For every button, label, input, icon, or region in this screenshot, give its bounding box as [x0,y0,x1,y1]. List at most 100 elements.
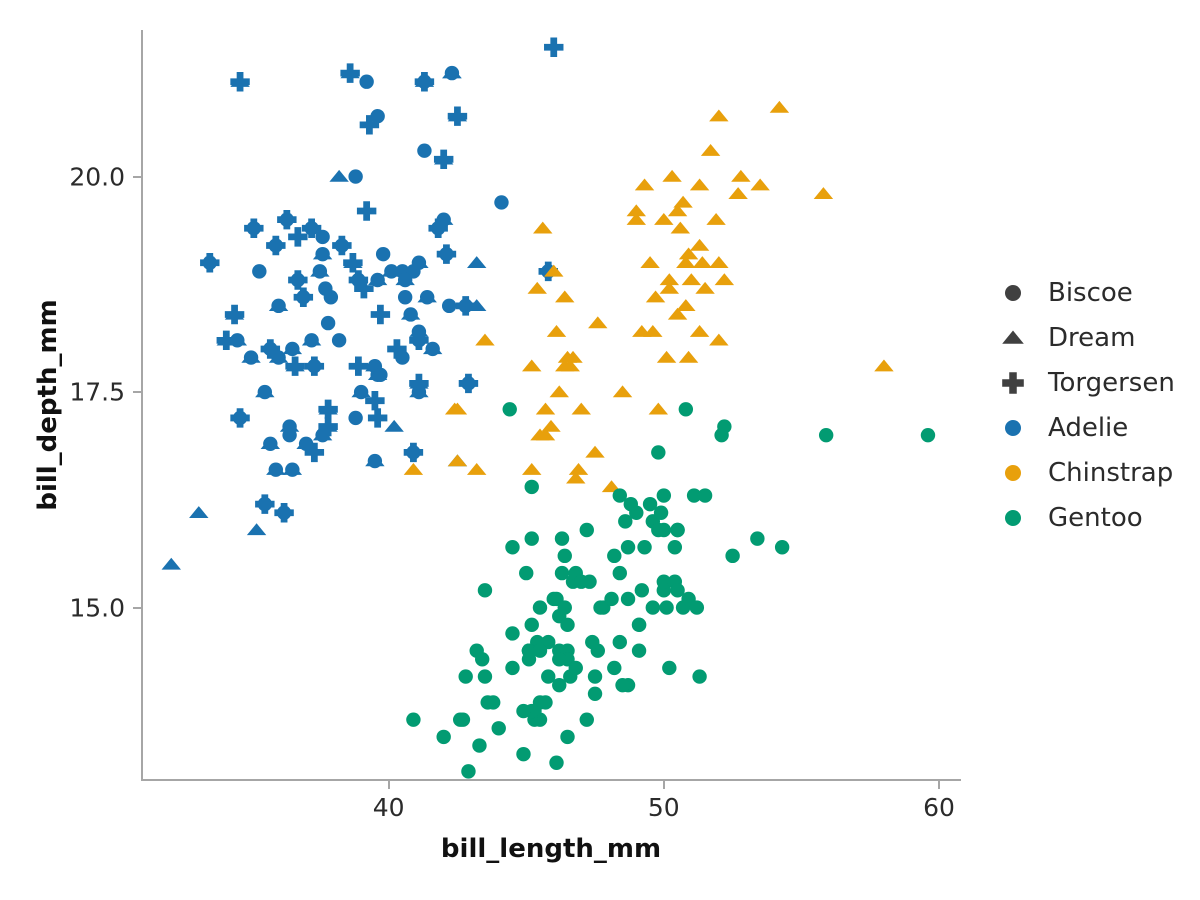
data-point [555,290,575,303]
data-point [813,187,834,199]
data-point [686,488,702,503]
data-point [643,325,663,337]
data-point [268,350,289,363]
y-axis-spine [141,30,143,781]
data-point [607,548,622,564]
data-point [409,256,429,268]
data-point [612,634,627,650]
legend-label: Torgersen [1048,367,1175,398]
data-point [367,273,388,286]
x-tick-label: 60 [923,793,955,822]
data-point [709,256,729,268]
data-point [505,540,520,555]
data-point [189,506,209,518]
data-point [709,333,729,346]
data-point [241,350,261,363]
data-point [700,143,721,156]
data-point [397,290,413,305]
data-point [667,204,688,217]
data-point [252,264,267,279]
data-point [257,496,273,512]
data-point [566,471,586,484]
data-point [417,143,432,158]
data-point [676,256,696,268]
data-point [502,402,517,417]
data-point [706,212,726,225]
data-point [651,522,666,538]
data-point [387,339,407,359]
data-point [920,427,936,443]
legend-label: Adelie [1048,412,1129,443]
data-point [623,496,638,512]
legend-item-biscoe[interactable]: Biscoe [995,270,1195,315]
data-point [612,385,633,398]
legend-item-chinstrap[interactable]: Chinstrap [995,450,1195,495]
data-point [375,246,391,262]
legend: Biscoe Dream Torgersen Adelie Chinstrap Gento… [995,270,1195,540]
data-point [645,290,666,303]
data-point [230,75,250,87]
data-point [640,256,660,268]
data-point [422,342,443,355]
data-point [601,480,622,493]
x-axis-spine [141,779,961,781]
data-point [549,755,564,770]
data-point [678,247,699,260]
data-point [161,557,181,570]
data-point [554,565,570,581]
data-point [689,238,710,251]
data-point [555,359,575,372]
data-point [717,419,732,434]
data-point [538,695,553,710]
y-tick-label: 17.5 [69,377,125,407]
data-point [367,408,388,428]
data-point [522,359,542,372]
data-point [587,686,603,701]
data-point [560,617,575,633]
data-point [246,221,262,236]
data-point [282,342,303,355]
data-point [689,325,710,337]
data-point [563,350,583,363]
data-point [546,591,561,607]
y-tick-mark [133,606,141,609]
data-point [296,437,316,449]
data-point [365,390,385,411]
data-point [653,505,669,520]
data-point [678,350,699,363]
legend-item-dream[interactable]: Dream [995,315,1195,360]
data-point [365,359,385,372]
data-point [491,721,506,736]
data-point [516,703,531,719]
data-point [552,652,567,667]
data-point [651,445,666,460]
data-point [505,660,520,676]
legend-item-torgersen[interactable]: Torgersen [995,360,1195,405]
data-point [714,273,735,286]
data-point [728,187,748,199]
data-point [648,402,669,415]
data-point [568,462,589,475]
data-point [263,341,278,357]
legend-item-adelie[interactable]: Adelie [995,405,1195,450]
data-point [409,376,429,389]
data-point [312,428,333,441]
data-point [574,574,589,589]
data-point [689,178,710,191]
data-point [455,712,471,727]
data-point [535,402,556,415]
plot-area [141,30,961,780]
data-point [593,600,608,615]
data-point [246,523,267,536]
data-point [549,385,569,398]
data-point [541,419,561,432]
legend-label: Gentoo [1048,502,1143,533]
data-point [695,281,715,294]
legend-item-gentoo[interactable]: Gentoo [995,495,1195,540]
data-point [587,669,603,684]
data-point [692,669,707,684]
data-point [678,402,694,417]
data-point [731,169,751,182]
data-point [351,385,371,398]
circle-icon [995,275,1031,311]
